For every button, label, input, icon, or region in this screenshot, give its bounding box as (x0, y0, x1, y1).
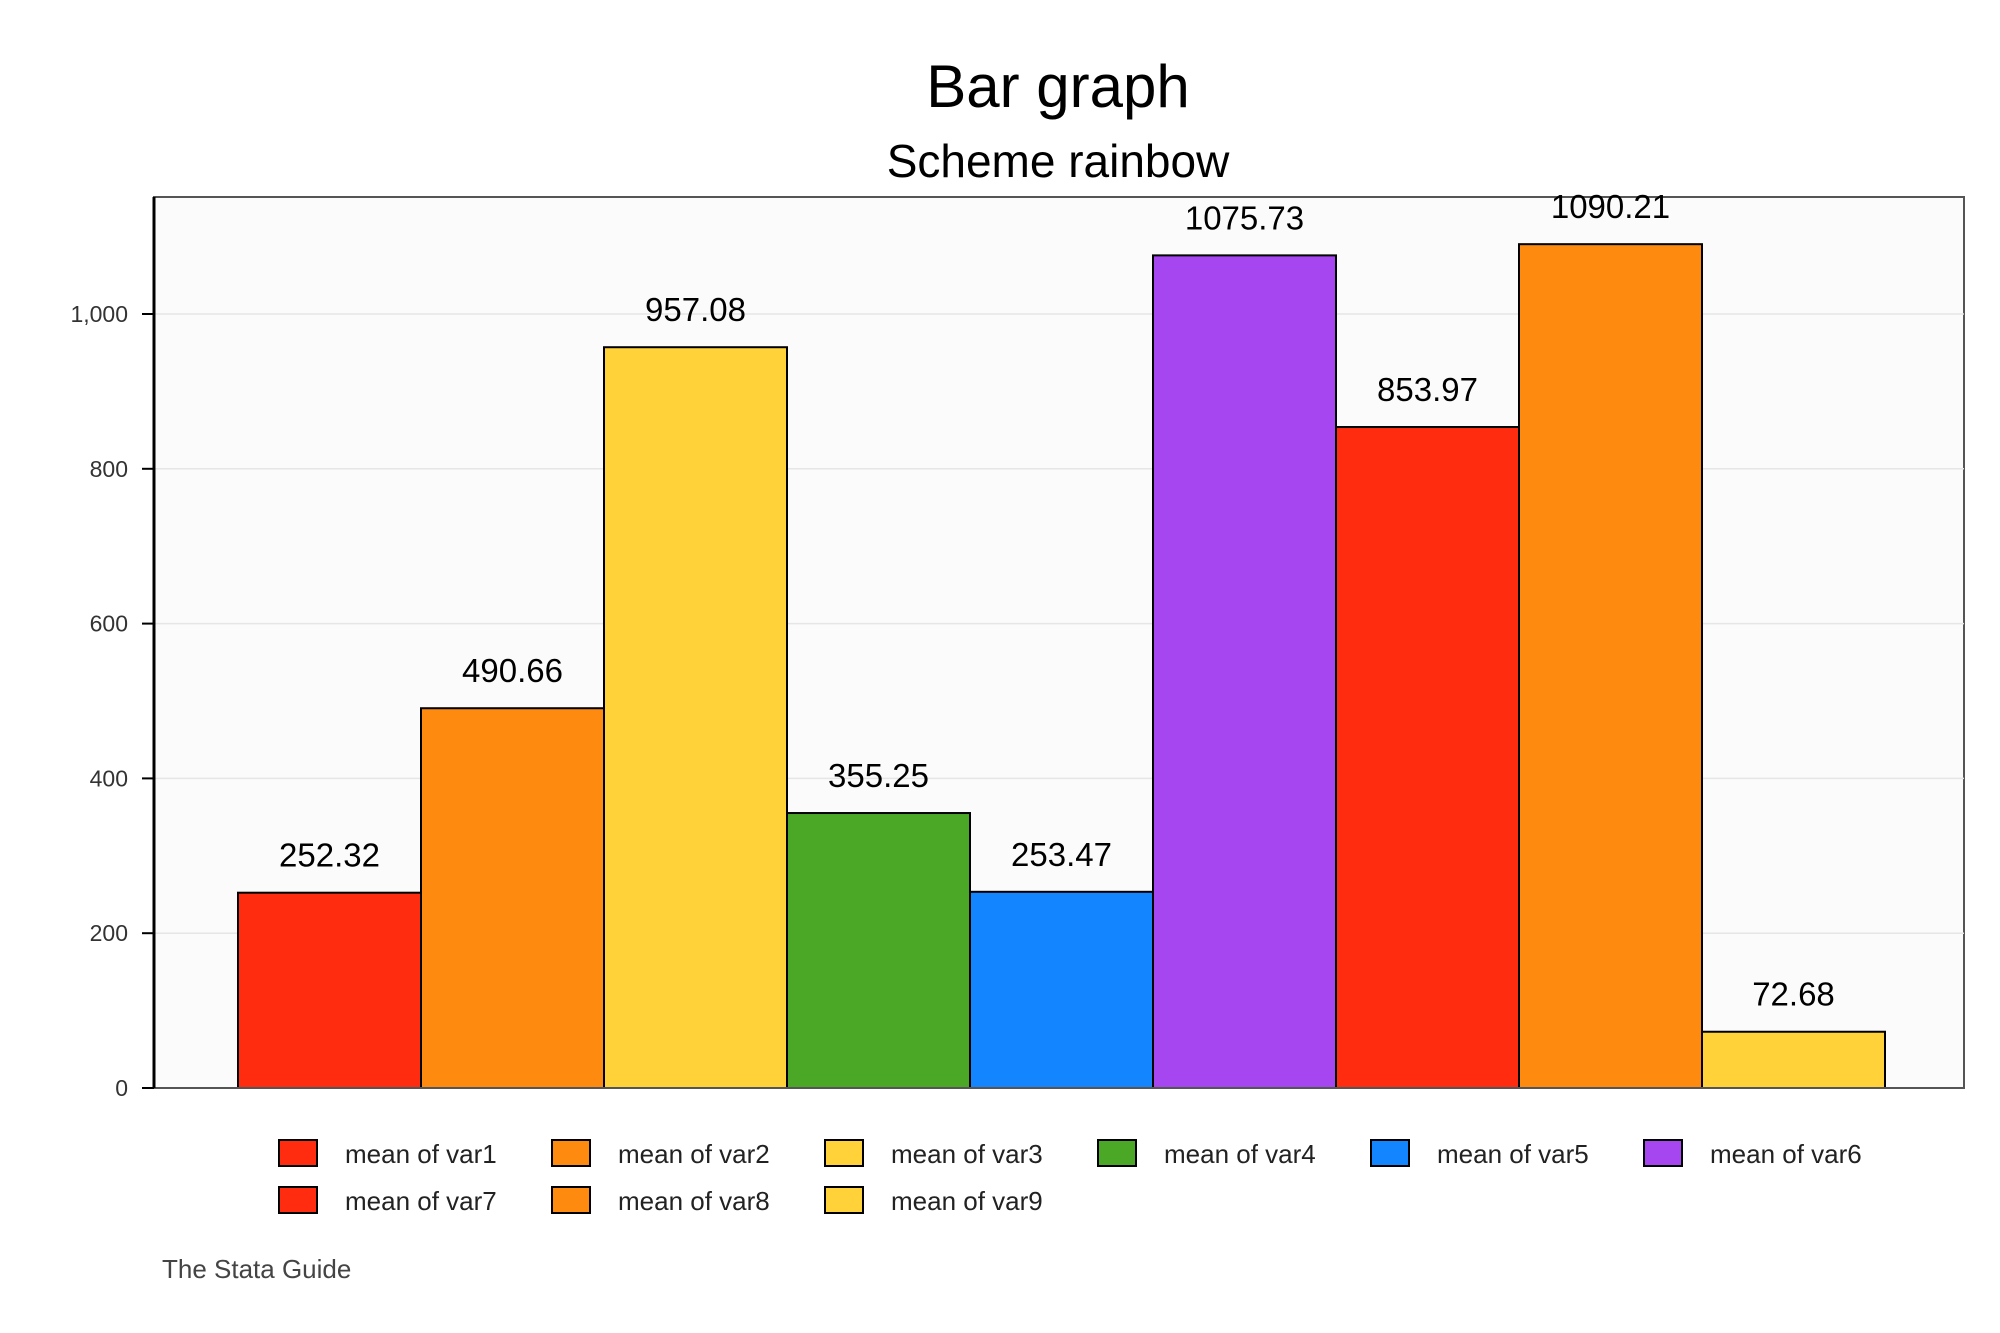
chart-note: The Stata Guide (162, 1254, 351, 1284)
legend-label: mean of var4 (1164, 1139, 1316, 1169)
data-label-var8: 1090.21 (1551, 188, 1670, 225)
data-label-var6: 1075.73 (1185, 199, 1304, 236)
legend-label: mean of var2 (618, 1139, 770, 1169)
legend-label: mean of var8 (618, 1186, 770, 1216)
legend-label: mean of var9 (891, 1186, 1043, 1216)
legend-label: mean of var5 (1437, 1139, 1589, 1169)
bar-var6 (1152, 254, 1337, 1089)
bar-var7 (1335, 426, 1520, 1089)
data-label-var5: 253.47 (1011, 836, 1112, 873)
legend-item-var9: mean of var9 (824, 1186, 1043, 1216)
y-axis-ticks: 0 200 400 600 800 1,000 (70, 301, 154, 1101)
chart-subtitle: Scheme rainbow (887, 135, 1230, 187)
legend-item-var5: mean of var5 (1370, 1139, 1589, 1169)
legend-swatch (824, 1186, 864, 1214)
legend-swatch (278, 1139, 318, 1167)
legend-item-var3: mean of var3 (824, 1139, 1043, 1169)
chart-title: Bar graph (926, 53, 1190, 120)
legend-label: mean of var3 (891, 1139, 1043, 1169)
y-tick-label: 1,000 (70, 301, 128, 327)
legend-swatch (824, 1139, 864, 1167)
legend-swatch (551, 1139, 591, 1167)
y-tick-label: 0 (115, 1075, 128, 1101)
bar-var8 (1518, 243, 1703, 1089)
bar-var2 (420, 707, 605, 1090)
bars (154, 243, 1964, 1090)
y-tick-label: 800 (90, 456, 128, 482)
bar-var3 (603, 346, 788, 1089)
y-tick-label: 200 (90, 920, 128, 946)
legend-label: mean of var1 (345, 1139, 497, 1169)
legend-label: mean of var6 (1710, 1139, 1862, 1169)
legend-item-var6: mean of var6 (1643, 1139, 1862, 1169)
y-tick-label: 600 (90, 611, 128, 637)
legend-swatch (1370, 1139, 1410, 1167)
data-labels: 252.32 490.66 957.08 355.25 253.47 1075.73 853… (279, 188, 1835, 1013)
data-label-var4: 355.25 (828, 757, 929, 794)
bar-var9 (1701, 1030, 1886, 1090)
data-label-var9: 72.68 (1752, 976, 1835, 1013)
legend-item-var2: mean of var2 (551, 1139, 770, 1169)
data-label-var3: 957.08 (645, 291, 746, 328)
legend-swatch (551, 1186, 591, 1214)
legend-label: mean of var7 (345, 1186, 497, 1216)
legend-swatch (1097, 1139, 1137, 1167)
bar-var1 (237, 891, 422, 1090)
bar-var4 (786, 812, 971, 1089)
legend-swatch (278, 1186, 318, 1214)
legend-item-var4: mean of var4 (1097, 1139, 1316, 1169)
data-label-var2: 490.66 (462, 652, 563, 689)
legend: mean of var1 mean of var2 mean of var3 mean… (278, 1139, 1862, 1216)
legend-item-var8: mean of var8 (551, 1186, 770, 1216)
data-label-var7: 853.97 (1377, 371, 1478, 408)
data-label-var1: 252.32 (279, 837, 380, 874)
y-tick-label: 400 (90, 765, 128, 791)
legend-item-var1: mean of var1 (278, 1139, 497, 1169)
legend-item-var7: mean of var7 (278, 1186, 497, 1216)
bar-var5 (969, 890, 1154, 1089)
legend-swatch (1643, 1139, 1683, 1167)
